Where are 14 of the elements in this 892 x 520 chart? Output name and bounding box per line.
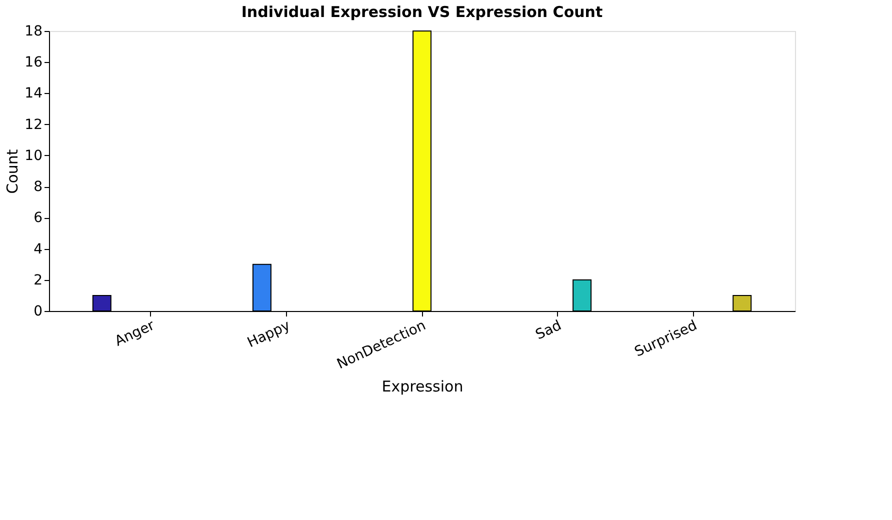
y-tick-label: 14	[24, 86, 43, 102]
y-tick-label: 18	[24, 24, 42, 40]
y-tick-label: 0	[34, 304, 42, 320]
x-tick-label: Sad	[533, 318, 564, 344]
y-tick-label: 12	[24, 116, 42, 133]
chart-title: Individual Expression VS Expression Count	[241, 3, 603, 21]
y-tick-label: 6	[34, 210, 43, 226]
y-tick-label: 4	[34, 241, 43, 258]
y-tick-label: 10	[24, 148, 42, 164]
y-tick-label: 8	[34, 179, 42, 196]
y-tick-label: 16	[24, 54, 43, 71]
y-tick-label: 2	[34, 272, 42, 288]
y-axis-title: Count	[4, 149, 22, 194]
x-axis-title: Expression	[382, 378, 464, 396]
